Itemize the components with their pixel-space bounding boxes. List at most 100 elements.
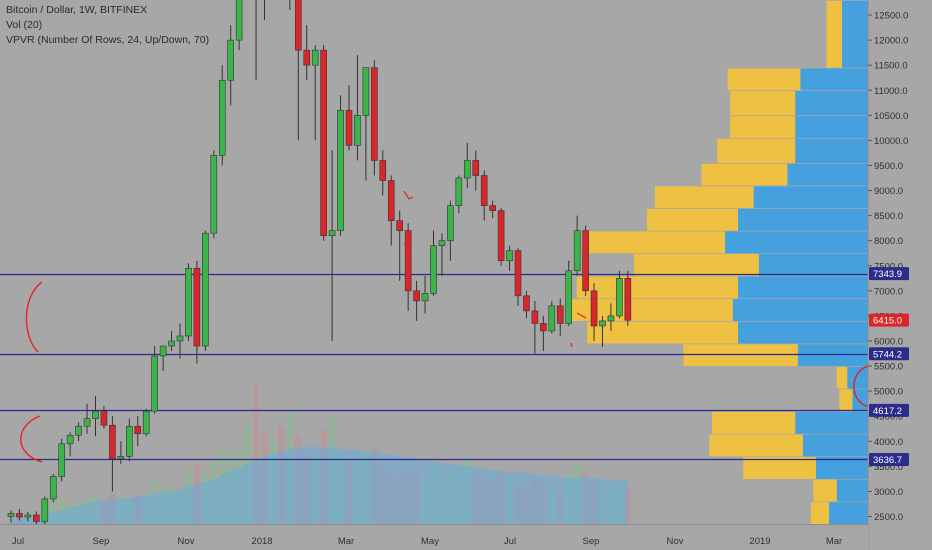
candle [168,330,175,352]
y-tick-label: 7500.0 [874,261,903,272]
y-tick-label: 11000.0 [874,86,908,97]
candle-body [624,277,632,321]
candle [210,150,218,239]
candle-body [320,49,327,236]
candle [7,510,15,523]
volume-bar [126,498,133,524]
last-price-tag-label: 6415.0 [873,316,902,327]
volume-bar [447,468,454,524]
candle-body [607,315,615,322]
y-tick-label: 4000.0 [874,437,903,448]
chart-legend: Bitcoin / Dollar, 1W, BITFINEX Vol (20) … [6,3,209,48]
candle-body [472,160,480,176]
vp-up-bar [847,366,868,389]
y-tick-label: 3000.0 [874,487,903,498]
candle [117,441,125,464]
volume-bar [269,440,276,524]
annotations [20,190,877,463]
vp-down-bar [836,366,848,389]
annotation-bracket-lower [20,415,43,463]
candle [531,300,539,354]
volume-bar [329,416,336,524]
y-tick-label: 12000.0 [874,36,908,47]
candle [523,290,530,319]
x-tick-label: Sep [583,536,600,547]
candle [607,303,615,331]
candle [497,208,505,266]
candle [49,473,57,503]
legend-volume[interactable]: Vol (20) [6,19,43,31]
candle-body [83,418,91,427]
candle-body [337,110,344,231]
volume-bar [75,503,82,524]
vp-up-bar [795,138,868,163]
last-price-tag-bg [869,313,909,327]
vp-up-bar [753,186,868,209]
candles [7,0,632,527]
vp-down-bar [839,389,853,412]
vp-down-bar [576,276,738,299]
y-tick-label: 8000.0 [874,236,903,247]
candle [142,408,150,437]
candle-body [24,514,32,518]
volume-bar [599,486,606,524]
vp-up-bar [795,411,868,434]
candle-body [430,245,437,294]
volume-bar [253,384,260,524]
level-price-tag-bg [869,403,909,417]
volume-bar [100,500,107,524]
candle [66,432,74,457]
candle [447,200,454,261]
candle [193,260,201,364]
candle-body [387,180,395,221]
candle-body [151,355,158,412]
volume-bar [50,505,57,524]
candle-body [404,230,412,292]
candle [320,45,327,241]
vp-down-bar [683,344,798,367]
y-tick-label: 2500.0 [874,512,903,523]
candle [255,0,257,81]
candle-body [168,340,175,347]
annotation-mark-1 [403,190,414,200]
legend-title[interactable]: Bitcoin / Dollar, 1W, BITFINEX [6,4,148,16]
volume-layer [8,384,631,524]
candle [92,396,99,437]
candle-body [616,277,623,317]
volume-bar [84,498,91,524]
level-price-tag: 4617.2 [869,403,909,417]
volume-bar [379,463,386,524]
vp-down-bar [743,457,816,479]
candle [624,270,632,326]
candle-body [311,49,319,66]
y-tick-label: 4500.0 [874,412,903,423]
volume-bar [16,517,23,524]
candle [16,508,23,521]
volume-bar [396,477,403,524]
volume-bar [362,454,369,524]
price-tags: 7343.9 5744.2 4617.2 3636.7 6415.0 [869,267,909,466]
candle-body [447,205,454,241]
volume-bar [565,472,572,524]
legend-vpvr[interactable]: VPVR (Number Of Rows, 24, Up/Down, 70) [6,34,210,46]
x-axis: Jul Sep Nov 2018 Mar May Jul Sep Nov 2019 Mar [0,524,868,550]
x-tick-label: Mar [826,536,842,547]
candle [294,0,302,141]
volume-bar [506,477,513,524]
candle-body [303,49,311,66]
candle [227,25,234,106]
candle-body [354,115,361,146]
vp-down-bar [647,208,738,231]
candle-body [100,410,108,426]
candle [303,25,311,81]
candle [404,223,412,311]
volume-bar [177,491,183,524]
candle-body [438,240,446,247]
candle-body [41,498,49,522]
candle [185,263,192,341]
volume-bar [405,468,412,524]
level-price-tag-bg [869,347,909,361]
y-tick-label: 9500.0 [874,161,903,172]
